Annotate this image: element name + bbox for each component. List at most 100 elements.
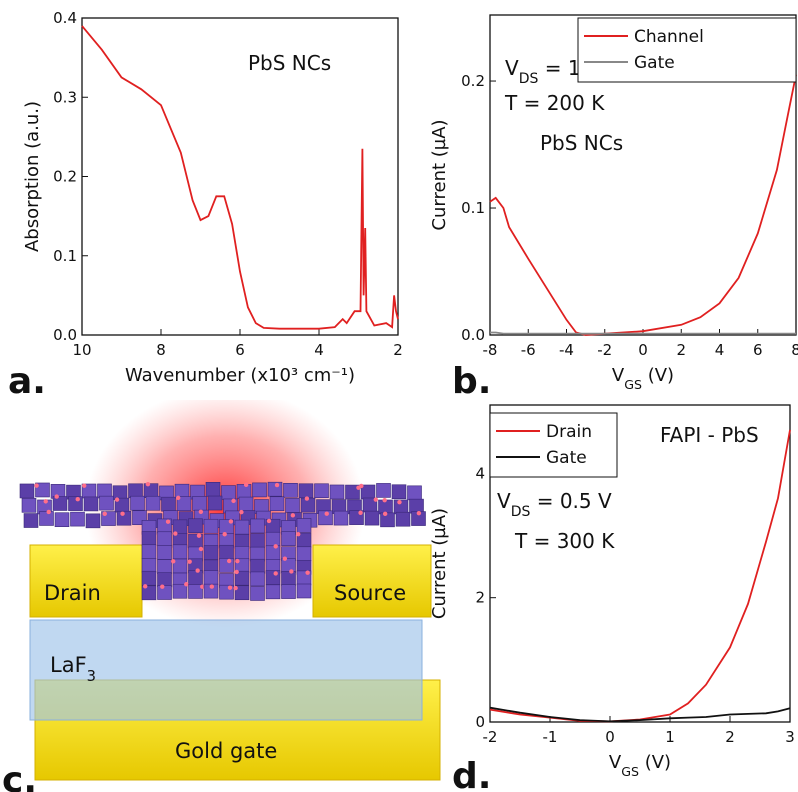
plot-frame xyxy=(489,404,791,723)
cube xyxy=(203,583,219,599)
cube xyxy=(234,585,250,601)
ligand xyxy=(34,483,39,488)
ligand xyxy=(227,585,233,590)
dielectric xyxy=(29,619,423,721)
x-tick-label: -6 xyxy=(521,341,536,359)
ligand xyxy=(234,569,239,575)
cube xyxy=(203,545,219,560)
ligand xyxy=(358,510,363,515)
x-axis-label-part: (V) xyxy=(639,752,671,773)
ligand xyxy=(173,531,178,536)
x-tick-label: -2 xyxy=(483,728,498,746)
cube xyxy=(345,484,360,500)
ligand xyxy=(102,511,107,516)
ligand xyxy=(397,499,402,505)
annotation-part: FAPI - PbS xyxy=(660,423,759,447)
x-tick-label: -8 xyxy=(483,341,498,359)
y-axis-label: Current (µA) xyxy=(429,119,450,230)
cube xyxy=(234,546,250,561)
y-tick-label: 0.4 xyxy=(53,9,77,27)
gate-label: Gold gate xyxy=(175,739,277,763)
y-tick-label: 0.0 xyxy=(461,326,485,344)
device-diagram xyxy=(19,400,441,781)
x-axis-label-part: (V) xyxy=(642,365,674,386)
ligand xyxy=(228,519,234,524)
cube xyxy=(141,570,157,586)
x-tick-label: 10 xyxy=(72,341,91,359)
ligand xyxy=(274,482,280,488)
x-axis-label: Wavenumber (x10³ cm⁻¹) xyxy=(125,365,355,386)
cube xyxy=(128,483,143,499)
cube xyxy=(141,585,157,601)
cube xyxy=(176,496,192,511)
ligand xyxy=(235,558,240,564)
ligand xyxy=(171,559,176,564)
cube xyxy=(250,558,265,574)
cube xyxy=(207,495,223,511)
x-tick-label: 8 xyxy=(791,341,798,359)
ligand xyxy=(373,497,379,502)
x-axis-label: VGS (V) xyxy=(612,365,674,392)
cube xyxy=(296,546,312,562)
x-tick-label: 2 xyxy=(393,341,403,359)
annotation-part: T = 200 K xyxy=(504,91,605,115)
cube xyxy=(265,570,281,585)
y-axis-label: Current (µA) xyxy=(429,508,450,619)
cube xyxy=(83,496,99,512)
cube xyxy=(143,483,159,498)
ligand xyxy=(222,532,227,537)
dielectric-label-part: LaF xyxy=(50,653,87,677)
data-line xyxy=(81,25,399,330)
source-label: Source xyxy=(334,581,406,605)
cube xyxy=(281,531,296,546)
x-axis-label-part: GS xyxy=(621,764,639,779)
cube xyxy=(19,483,35,499)
ligand xyxy=(304,496,310,501)
cube xyxy=(409,498,424,514)
ligand xyxy=(209,584,215,589)
cube xyxy=(296,518,312,533)
ligand xyxy=(273,544,278,549)
cube xyxy=(141,531,157,546)
nanocrystals xyxy=(19,481,426,601)
annotation-part: T = 300 K xyxy=(514,529,615,553)
annotation-part: DS xyxy=(519,71,539,87)
annotation-part: V xyxy=(497,489,511,513)
annotation: T = 200 K xyxy=(504,91,605,115)
cube xyxy=(52,496,68,511)
annotation: VDS = 0.5 V xyxy=(497,489,612,520)
y-tick-label: 2 xyxy=(475,589,485,607)
x-tick-label: 1 xyxy=(665,728,675,746)
cube xyxy=(281,558,296,573)
cube xyxy=(68,496,83,511)
cube xyxy=(130,495,145,511)
cube xyxy=(407,485,422,501)
x-tick-label: 0 xyxy=(605,728,615,746)
ligand xyxy=(324,511,329,516)
cube xyxy=(172,544,188,560)
legend-label: Channel xyxy=(634,27,704,47)
cube xyxy=(219,544,234,560)
ligand xyxy=(231,498,236,504)
ligand xyxy=(289,569,294,574)
x-tick-label: 6 xyxy=(235,341,245,359)
cube xyxy=(205,482,221,497)
y-tick-label: 0.2 xyxy=(461,72,485,90)
panel-label: a. xyxy=(8,361,46,402)
ligand xyxy=(145,481,151,487)
ligand xyxy=(160,584,165,589)
cube xyxy=(376,483,391,498)
ligand xyxy=(273,571,278,576)
annotation: T = 300 K xyxy=(514,529,615,553)
cube xyxy=(269,496,285,512)
panel-label: d. xyxy=(452,756,491,792)
ligand xyxy=(165,519,171,524)
cube xyxy=(333,510,349,526)
ligand xyxy=(282,556,288,561)
cube xyxy=(21,498,37,513)
ligand xyxy=(296,531,301,537)
ligand xyxy=(243,482,249,488)
cube xyxy=(157,545,172,560)
cube xyxy=(172,583,188,599)
cube xyxy=(364,510,380,526)
